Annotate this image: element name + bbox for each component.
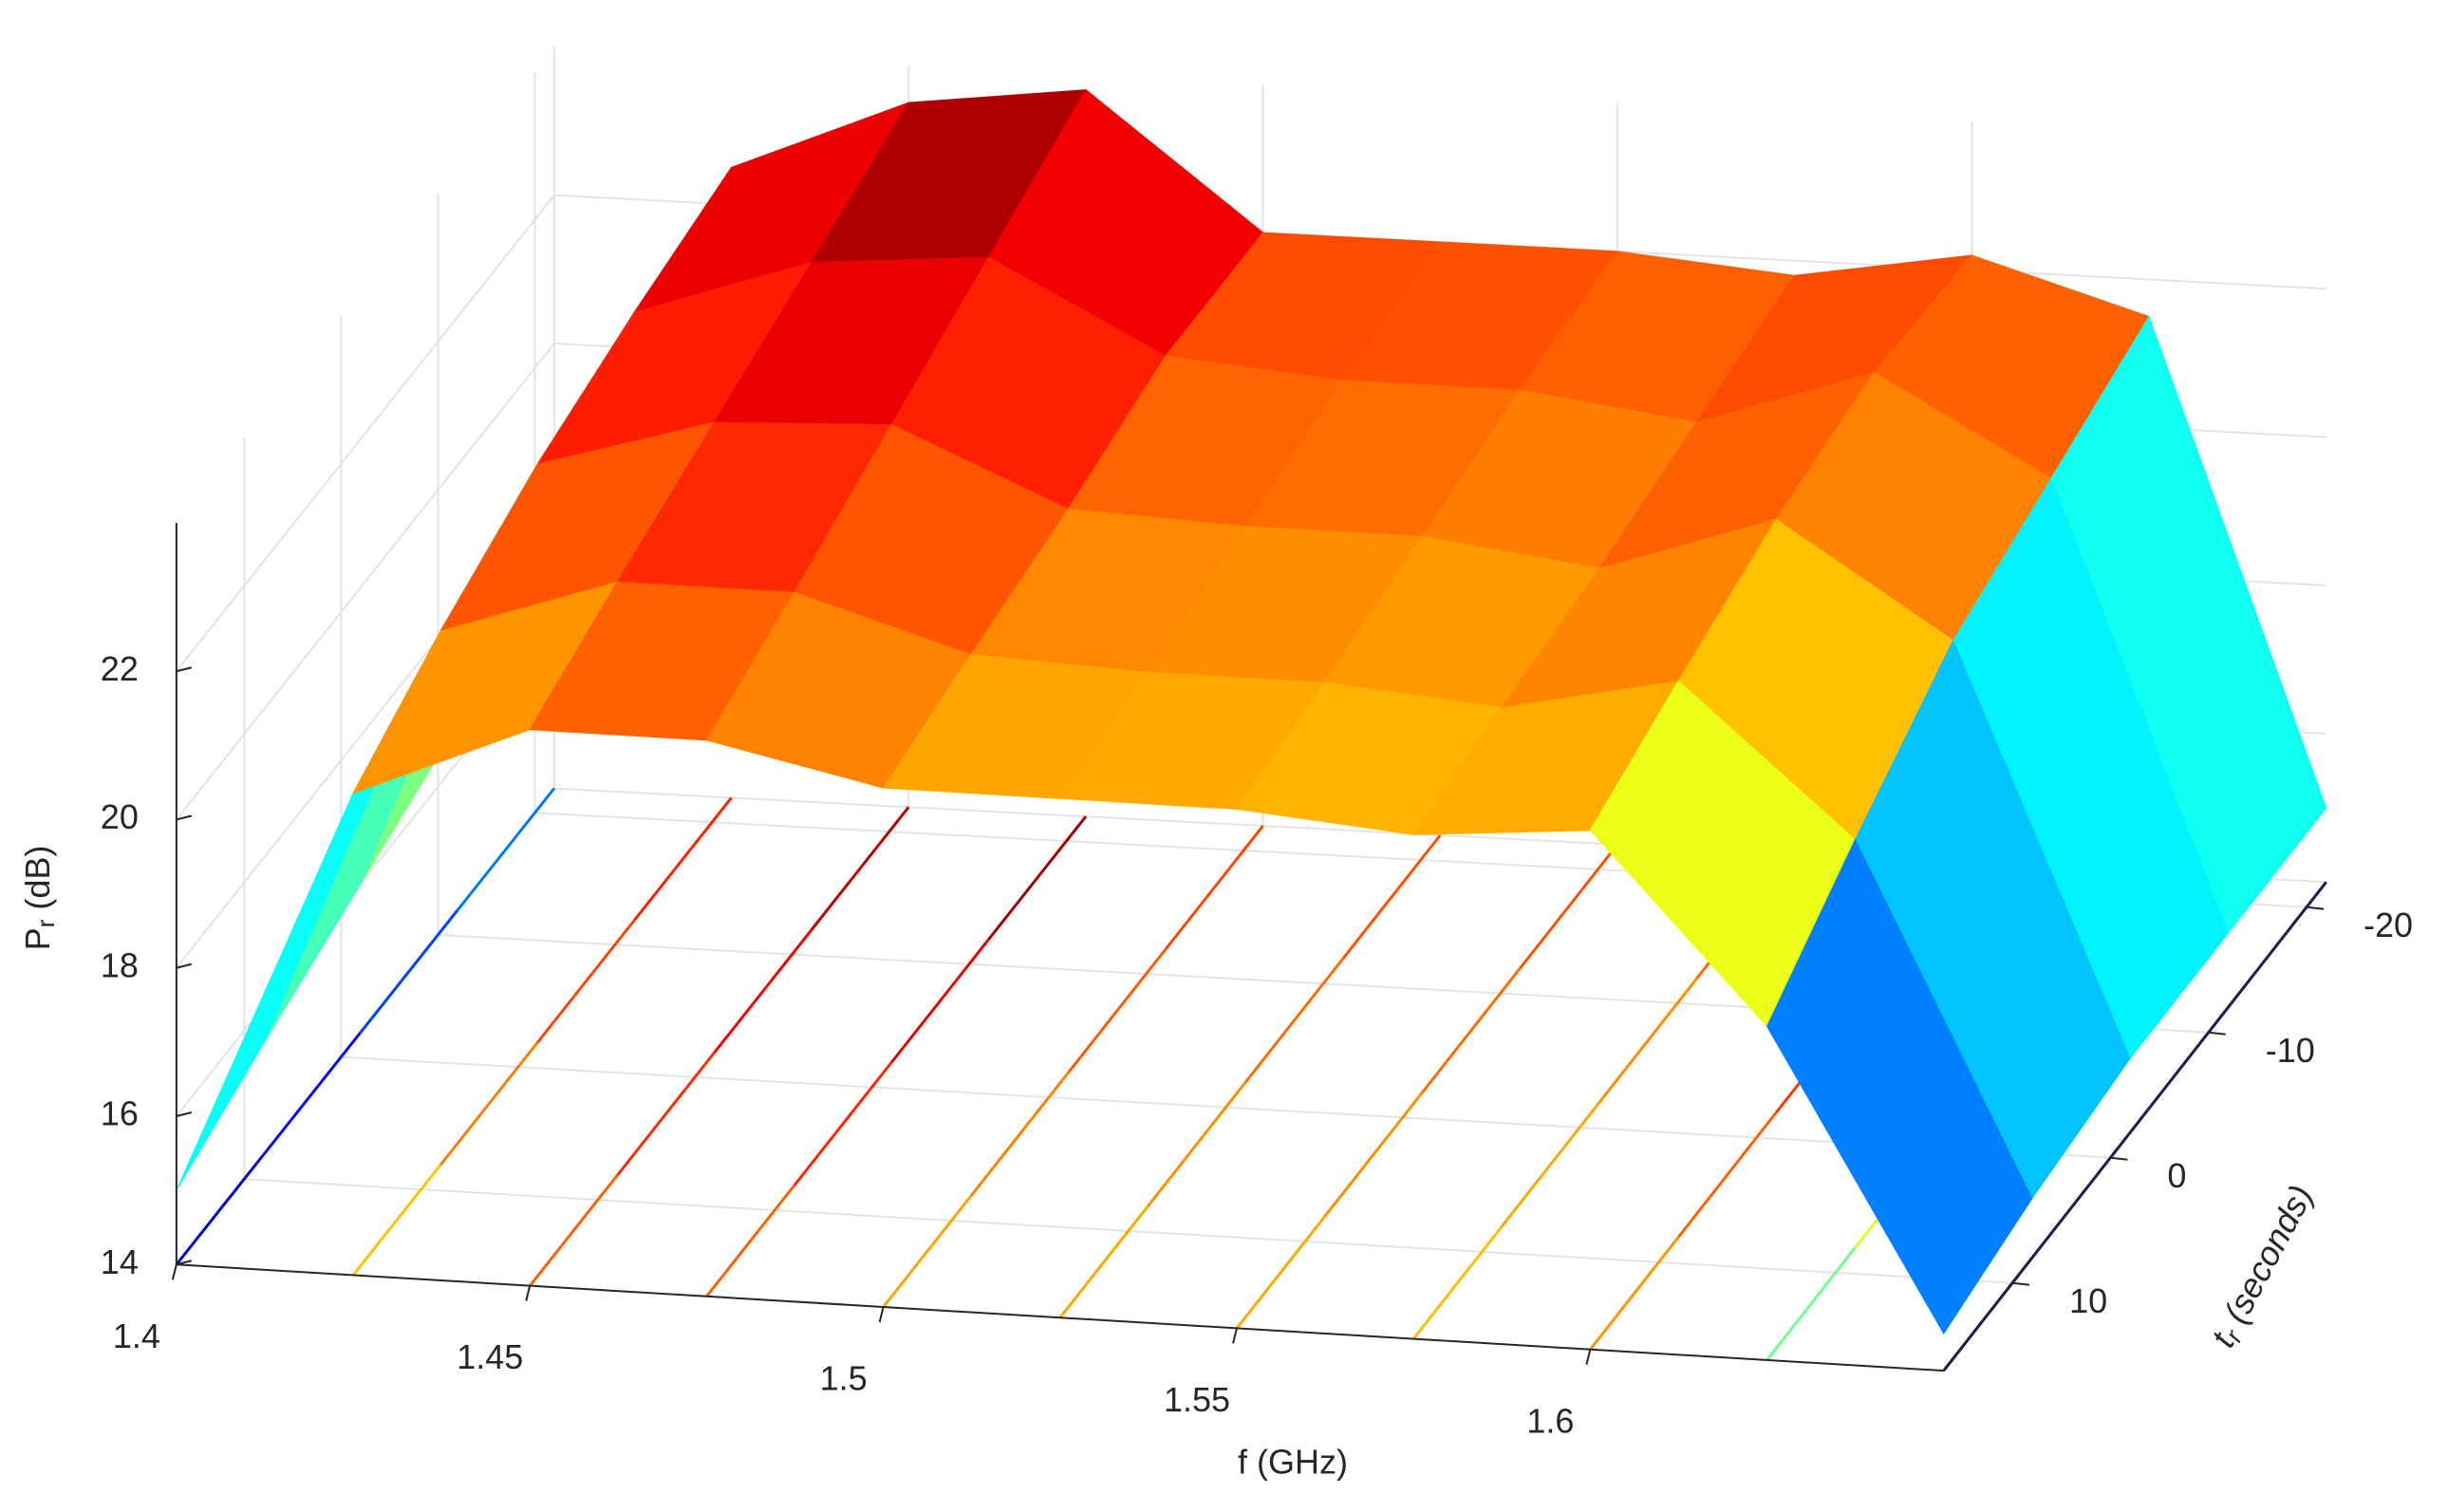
floor-contour xyxy=(439,1041,539,1167)
y-tick xyxy=(2306,905,2325,910)
y-label-unit: (seconds) xyxy=(2211,1179,2320,1338)
floor-contour xyxy=(633,796,733,922)
surface-patch xyxy=(1766,838,2033,1335)
floor-contour xyxy=(987,815,1088,941)
floor-contour xyxy=(262,1031,362,1156)
z-tick-label: 18 xyxy=(101,945,139,984)
floor-contour xyxy=(810,806,910,931)
floor-contour xyxy=(1164,825,1264,950)
x-tick xyxy=(878,1306,885,1323)
floor-contour xyxy=(1341,834,1442,961)
floor-contour xyxy=(1598,977,1698,1104)
z-tick-label: 22 xyxy=(101,649,139,688)
floor-contour xyxy=(359,909,459,1034)
floor-contour xyxy=(1518,843,1619,970)
x-tick-label: 1.4 xyxy=(113,1316,160,1355)
y-tick-label: -20 xyxy=(2364,905,2413,944)
floor-contour xyxy=(969,1072,1070,1197)
z-tick xyxy=(176,1111,193,1117)
floor-contour xyxy=(1589,1236,1680,1351)
y-axis-label: tr (seconds) xyxy=(2202,1179,2323,1355)
y-tick xyxy=(2208,1031,2226,1036)
y-tick xyxy=(2011,1281,2030,1286)
floor-contour xyxy=(1323,1092,1424,1218)
floor-contour xyxy=(1067,948,1168,1073)
z-tick xyxy=(176,666,193,673)
floor-contour xyxy=(529,1174,619,1287)
x-axis xyxy=(176,1263,1944,1372)
z-tick xyxy=(176,1260,193,1266)
x-tick xyxy=(1585,1349,1592,1365)
floor-contour xyxy=(889,938,990,1064)
floor-contour xyxy=(1421,967,1522,1094)
floor-contour xyxy=(1147,1081,1247,1207)
y-axis xyxy=(1942,881,2327,1372)
floor-contour xyxy=(705,1185,795,1297)
x-tick-label: 1.55 xyxy=(1164,1380,1230,1419)
z-axis-label: Pr (dB) xyxy=(18,846,60,951)
floor-contour xyxy=(1411,1225,1504,1340)
surface xyxy=(176,88,2327,1335)
floor-contour xyxy=(1676,1111,1778,1239)
z-tick xyxy=(176,814,193,821)
floor-contour xyxy=(536,919,636,1044)
x-tick-label: 1.5 xyxy=(820,1359,868,1398)
floor-contour xyxy=(713,928,813,1054)
floor-contour xyxy=(1766,1246,1857,1361)
grid-line xyxy=(176,343,555,821)
floor-contour xyxy=(616,1052,716,1177)
grid-line xyxy=(176,194,555,672)
floor-contour xyxy=(1500,1101,1600,1228)
x-tick-label: 1.45 xyxy=(457,1337,523,1376)
y-tick-label: 0 xyxy=(2167,1156,2186,1195)
x-tick xyxy=(171,1264,178,1280)
axes: 1.4 1.45 1.5 1.55 1.6 -20 -10 0 10 14 16 18 20 22 xyxy=(101,522,2413,1440)
x-tick-label: 1.6 xyxy=(1526,1401,1574,1440)
floor-contour xyxy=(1235,1215,1326,1330)
z-tick-label: 14 xyxy=(101,1242,139,1281)
y-tick-label: 10 xyxy=(2069,1281,2107,1320)
x-tick xyxy=(1232,1328,1238,1344)
z-tick xyxy=(176,962,193,969)
z-label-symbol: P xyxy=(18,927,57,950)
floor-contour xyxy=(1243,958,1344,1084)
floor-contour xyxy=(456,787,556,912)
floor-contour xyxy=(793,1061,893,1187)
x-axis-label: f (GHz) xyxy=(1238,1443,1348,1482)
y-tick-label: -10 xyxy=(2266,1031,2315,1070)
x-tick xyxy=(525,1285,532,1301)
z-label-subscript: r xyxy=(31,919,60,927)
floor-contour xyxy=(1058,1204,1149,1319)
y-tick xyxy=(2110,1156,2128,1161)
floor-contour xyxy=(351,1164,442,1277)
floor-contour xyxy=(175,1153,265,1266)
z-tick-label: 20 xyxy=(101,797,139,836)
z-label-unit: (dB) xyxy=(18,846,57,920)
z-tick-label: 16 xyxy=(101,1094,139,1133)
floor-contour xyxy=(882,1195,973,1308)
